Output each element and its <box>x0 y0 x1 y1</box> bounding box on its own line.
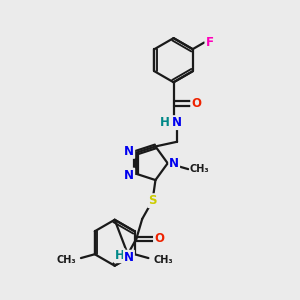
Text: N: N <box>169 157 179 170</box>
Text: O: O <box>154 232 164 245</box>
Text: CH₃: CH₃ <box>153 254 173 265</box>
Text: N: N <box>124 169 134 182</box>
Text: CH₃: CH₃ <box>190 164 209 174</box>
Text: N: N <box>124 251 134 264</box>
Text: CH₃: CH₃ <box>57 254 76 265</box>
Text: S: S <box>148 194 157 207</box>
Text: H: H <box>115 249 124 262</box>
Text: N: N <box>172 116 182 129</box>
Text: H: H <box>160 116 170 129</box>
Text: F: F <box>206 36 214 49</box>
Text: N: N <box>124 145 134 158</box>
Text: O: O <box>191 97 201 110</box>
